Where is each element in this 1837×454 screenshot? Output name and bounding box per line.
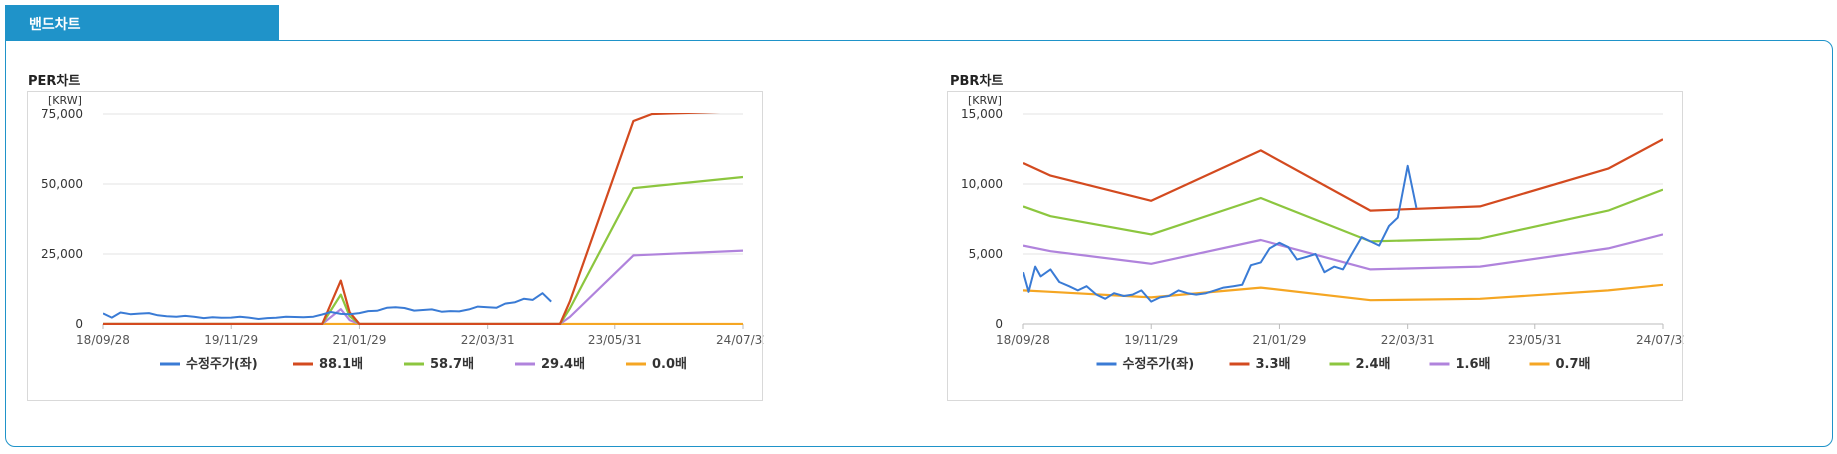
band-chart-tab[interactable]: 밴드차트 bbox=[5, 5, 279, 41]
x-tick-label: 24/07/31 bbox=[1636, 333, 1684, 347]
x-tick-label: 18/09/28 bbox=[76, 333, 130, 347]
series-line-0 bbox=[1023, 164, 1418, 303]
y-tick-label: 15,000 bbox=[961, 107, 1003, 121]
x-tick-label: 22/03/31 bbox=[1381, 333, 1435, 347]
series-line-3 bbox=[1023, 233, 1663, 271]
legend-label[interactable]: 58.7배 bbox=[430, 356, 474, 372]
per-chart-frame: [KRW] 0 25,000 50,000 75,000 18/09/28 19/11/29… bbox=[27, 91, 764, 401]
legend-label[interactable]: 수정주가(좌) bbox=[186, 356, 258, 372]
x-tick-label: 18/09/28 bbox=[996, 333, 1050, 347]
legend-label[interactable]: 29.4배 bbox=[541, 356, 585, 372]
x-tick-label: 22/03/31 bbox=[461, 333, 515, 347]
y-tick-label: 5,000 bbox=[969, 247, 1003, 261]
y-tick-label: 0 bbox=[75, 317, 83, 331]
per-chart-title: PER차트 bbox=[28, 74, 81, 89]
series-line-3 bbox=[103, 249, 743, 325]
series-line-2 bbox=[1023, 188, 1663, 243]
legend-label[interactable]: 수정주가(좌) bbox=[1123, 356, 1195, 372]
series-line-0 bbox=[103, 292, 552, 320]
pbr-chart: [KRW] 0 5,000 10,000 15,000 18/09/28 19/11/29 2… bbox=[961, 94, 1684, 372]
legend-label[interactable]: 1.6배 bbox=[1456, 356, 1491, 372]
x-tick-label: 19/11/29 bbox=[1124, 333, 1178, 347]
y-tick-label: 25,000 bbox=[41, 247, 83, 261]
x-tick-label: 23/05/31 bbox=[588, 333, 642, 347]
per-chart: [KRW] 0 25,000 50,000 75,000 18/09/28 19/11/29… bbox=[41, 94, 764, 372]
series-line-2 bbox=[103, 175, 743, 325]
unit-label: [KRW] bbox=[968, 94, 1002, 107]
pbr-chart-frame: [KRW] 0 5,000 10,000 15,000 18/09/28 19/11/29 2… bbox=[947, 91, 1684, 401]
legend-label[interactable]: 0.0배 bbox=[652, 356, 687, 372]
y-tick-label: 75,000 bbox=[41, 107, 83, 121]
legend-label[interactable]: 2.4배 bbox=[1356, 356, 1391, 372]
x-tick-label: 19/11/29 bbox=[204, 333, 258, 347]
y-tick-label: 50,000 bbox=[41, 177, 83, 191]
legend-label[interactable]: 3.3배 bbox=[1256, 356, 1291, 372]
x-tick-label: 21/01/29 bbox=[332, 333, 386, 347]
series-line-1 bbox=[103, 113, 721, 325]
x-tick-label: 23/05/31 bbox=[1508, 333, 1562, 347]
series-line-1 bbox=[1023, 138, 1663, 212]
x-tick-label: 21/01/29 bbox=[1252, 333, 1306, 347]
y-tick-label: 0 bbox=[995, 317, 1003, 331]
y-tick-label: 10,000 bbox=[961, 177, 1003, 191]
legend-label[interactable]: 88.1배 bbox=[319, 356, 363, 372]
x-tick-label: 24/07/31 bbox=[716, 333, 764, 347]
unit-label: [KRW] bbox=[48, 94, 82, 107]
pbr-chart-title: PBR차트 bbox=[950, 74, 1004, 89]
series-line-4 bbox=[1023, 283, 1663, 302]
legend-label[interactable]: 0.7배 bbox=[1556, 356, 1591, 372]
